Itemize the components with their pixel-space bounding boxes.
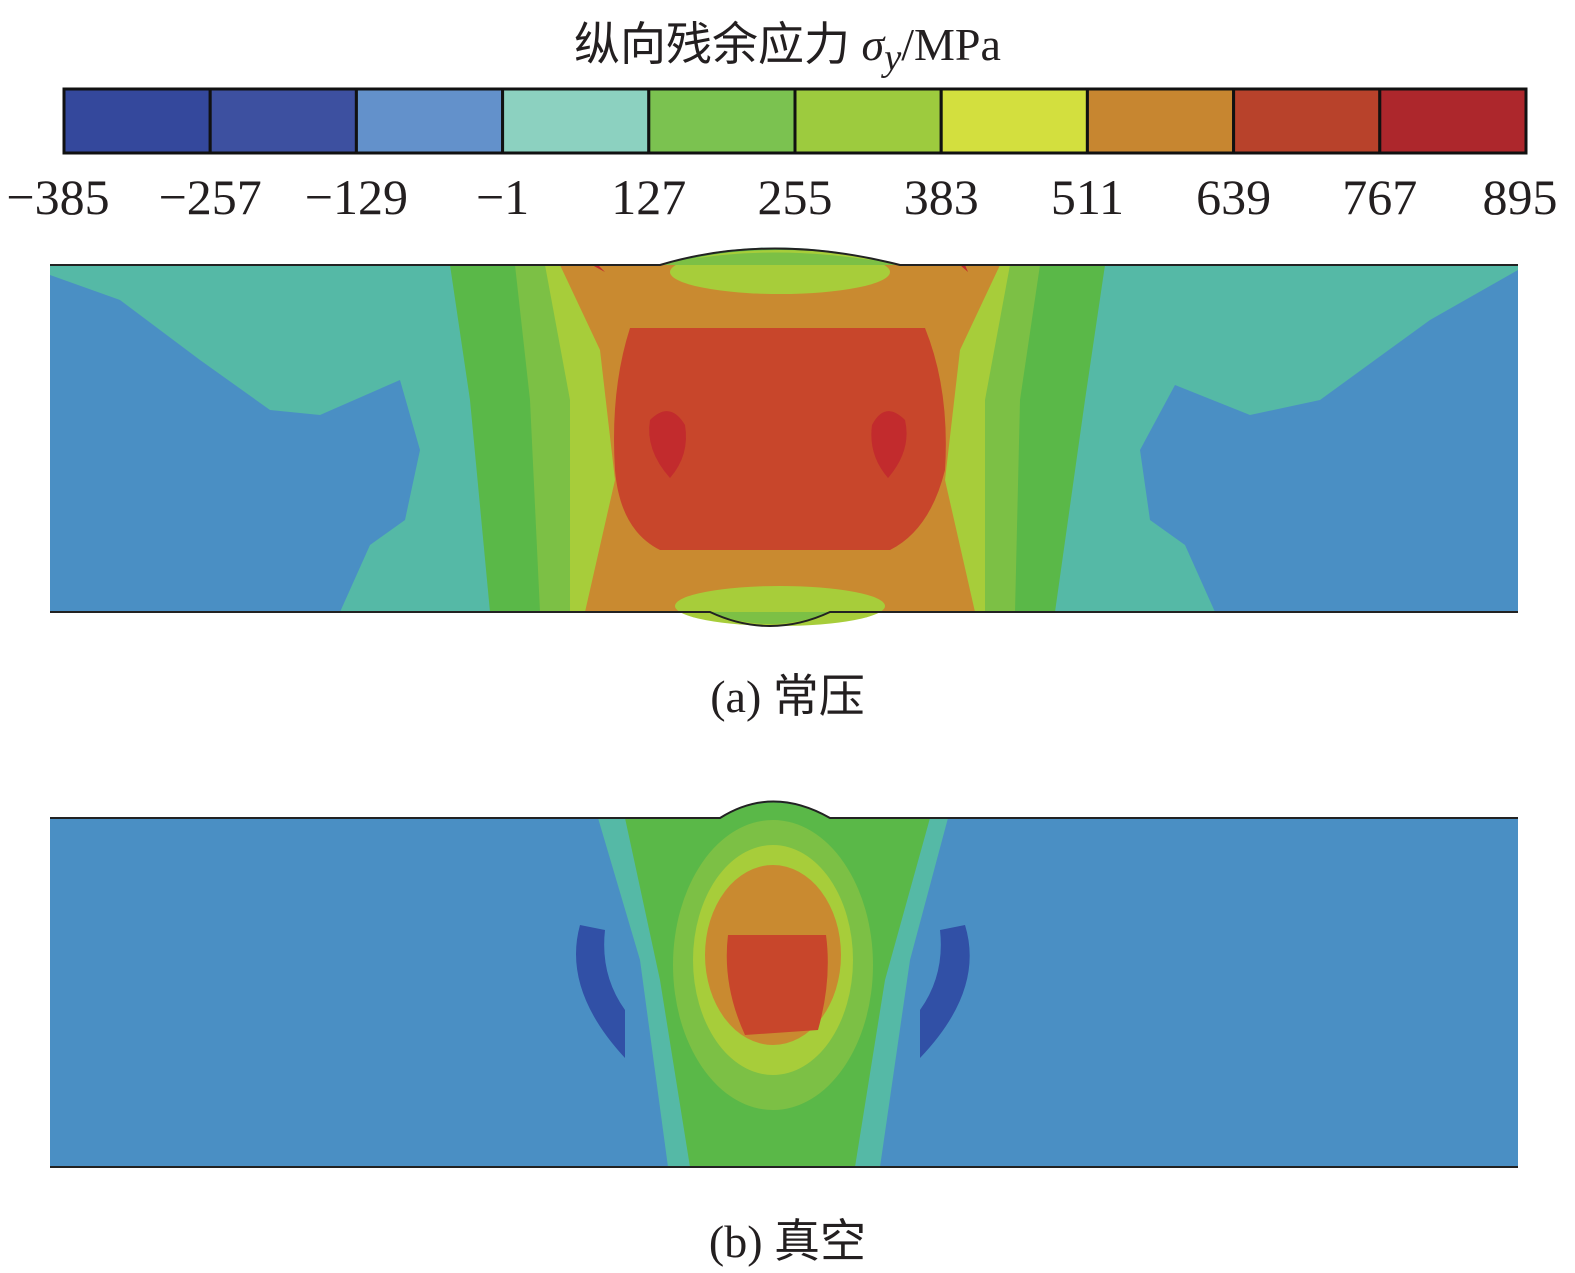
colorbar-tick-label: 511: [1050, 169, 1124, 225]
caption-b: (b) 真空: [708, 1216, 867, 1267]
colorbar-swatch: [354, 87, 505, 155]
colorbar-swatch: [1378, 87, 1528, 155]
colorbar-tick-label: −257: [158, 169, 262, 225]
title-subscript: y: [884, 37, 902, 80]
colorbar-tick-label: 127: [611, 169, 687, 225]
colorbar-tick-label: 383: [903, 169, 979, 225]
compressive-zone-left: [50, 275, 420, 612]
colorbar-tick-label: 767: [1342, 169, 1418, 225]
colorbar-tick-label: −129: [304, 169, 408, 225]
colorbar-swatch: [1232, 87, 1382, 155]
colorbar-swatch: [501, 87, 651, 155]
compressive-zone-right: [1140, 270, 1518, 612]
colorbar-swatch: [793, 87, 943, 155]
colorbar-swatch: [1085, 87, 1236, 155]
compressive-crescent-left: [576, 925, 625, 1058]
colorbar: [62, 87, 1528, 155]
colorbar-tick-label: 255: [757, 169, 833, 225]
compressive-crescent-right: [920, 925, 970, 1058]
caption-a: (a) 常压: [710, 671, 865, 722]
colorbar-tick-label: −1: [475, 169, 530, 225]
colorbar-tick-label: 639: [1196, 169, 1272, 225]
peak-right: [871, 411, 907, 478]
colorbar-swatch: [62, 87, 212, 155]
high-stress-core: [614, 328, 946, 550]
colorbar-swatch: [647, 87, 797, 155]
contour-panel-b: [50, 800, 1518, 1168]
colorbar-swatch: [208, 87, 358, 155]
title-symbol: σ: [861, 19, 885, 70]
colorbar-title: 纵向残余应力 σy/MPa: [0, 8, 1575, 80]
peak-left: [649, 411, 686, 478]
colorbar-tick-label: −385: [6, 169, 110, 225]
colorbar-swatch: [939, 87, 1089, 155]
colorbar-tick-label: 895: [1482, 169, 1558, 225]
high-stress-core: [726, 935, 828, 1035]
title-unit: /MPa: [901, 19, 1001, 70]
contour-panel-a: [50, 247, 1518, 627]
title-text: 纵向残余应力: [574, 19, 862, 70]
